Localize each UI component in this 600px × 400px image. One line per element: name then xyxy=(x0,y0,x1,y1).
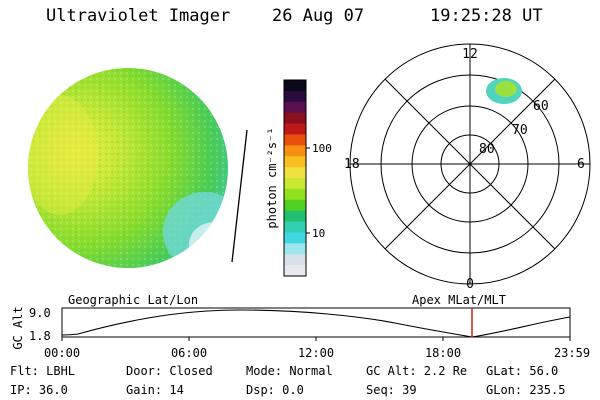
polar-plot: 12 18 6 0 60 70 80 xyxy=(344,43,591,292)
lat-label-70: 70 xyxy=(512,123,528,138)
colorbar-cell xyxy=(284,123,306,136)
colorbar-cell xyxy=(284,178,306,190)
polar-diagonal-2 xyxy=(384,78,556,250)
status-gc-alt: GC Alt: 2.2 Re xyxy=(366,364,468,378)
status-glon: GLon: 235.5 xyxy=(486,383,566,397)
colorbar-cell xyxy=(284,210,306,223)
colorbar-frame xyxy=(283,79,307,277)
status-ip: IP: 36.0 xyxy=(10,383,68,397)
earth-image xyxy=(28,68,248,268)
colorbar-tick-label-100: 100 xyxy=(312,142,332,155)
orbit-altitude-curve xyxy=(61,309,571,338)
orbit-x-label-0000: 00:00 xyxy=(44,346,80,360)
mlt-label-6: 6 xyxy=(577,157,585,172)
colorbar: 100 10 photon cm⁻²s⁻¹ xyxy=(265,79,332,277)
colorbar-cell xyxy=(284,243,306,255)
time-label: 19:25:28 UT xyxy=(430,6,543,26)
lat-label-60: 60 xyxy=(533,99,549,114)
orbit-y-tick-9: 9.0 xyxy=(29,306,51,320)
status-gain: Gain: 14 xyxy=(126,383,184,397)
footprint-spot xyxy=(486,78,522,104)
colorbar-cell xyxy=(284,232,306,244)
colorbar-cell xyxy=(284,188,306,201)
colorbar-cell xyxy=(284,167,306,179)
mlt-label-12: 12 xyxy=(462,47,478,62)
earth-disc xyxy=(28,68,228,268)
colorbar-cell xyxy=(284,80,306,92)
terminator-line xyxy=(231,129,248,263)
colorbar-cell xyxy=(284,265,306,277)
lat-label-80: 80 xyxy=(479,142,495,157)
colorbar-cell xyxy=(284,199,306,212)
colorbar-cell xyxy=(284,134,306,146)
mlt-label-0: 0 xyxy=(466,277,474,292)
colorbar-cell xyxy=(284,90,306,103)
status-dsp: Dsp: 0.0 xyxy=(246,383,304,397)
colorbar-unit-label: photon cm⁻²s⁻¹ xyxy=(265,127,279,228)
colorbar-cell xyxy=(284,156,306,168)
mlt-label-18: 18 xyxy=(344,157,360,172)
status-seq: Seq: 39 xyxy=(366,383,417,397)
colorbar-cell xyxy=(284,221,306,234)
colorbar-cell xyxy=(284,145,306,157)
status-glat: GLat: 56.0 xyxy=(486,364,559,378)
orbit-x-label-2359: 23:59 xyxy=(554,346,590,360)
colorbar-tick-label-10: 10 xyxy=(312,227,325,240)
status-flt: Flt: LBHL xyxy=(10,364,76,378)
date-label: 26 Aug 07 xyxy=(272,6,365,26)
colorbar-cell xyxy=(284,254,306,266)
orbit-x-label-1800: 18:00 xyxy=(425,346,461,360)
status-mode: Mode: Normal xyxy=(246,364,333,378)
orbit-right-title: Apex MLat/MLT xyxy=(412,293,506,307)
orbit-x-label-0600: 06:00 xyxy=(171,346,207,360)
orbit-x-label-1200: 12:00 xyxy=(298,346,334,360)
orbit-y-axis-label: GC Alt xyxy=(11,306,25,349)
orbit-strip: GC Alt 9.0 1.8 00:00 06:00 12:00 18:00 2… xyxy=(11,306,590,360)
colorbar-cell xyxy=(284,112,306,125)
orbit-y-tick-1-8: 1.8 xyxy=(29,329,51,343)
status-door: Door: Closed xyxy=(126,364,213,378)
colorbar-cell xyxy=(284,101,306,114)
orbit-left-title: Geographic Lat/Lon xyxy=(68,293,199,307)
instrument-title: Ultraviolet Imager xyxy=(46,6,231,26)
